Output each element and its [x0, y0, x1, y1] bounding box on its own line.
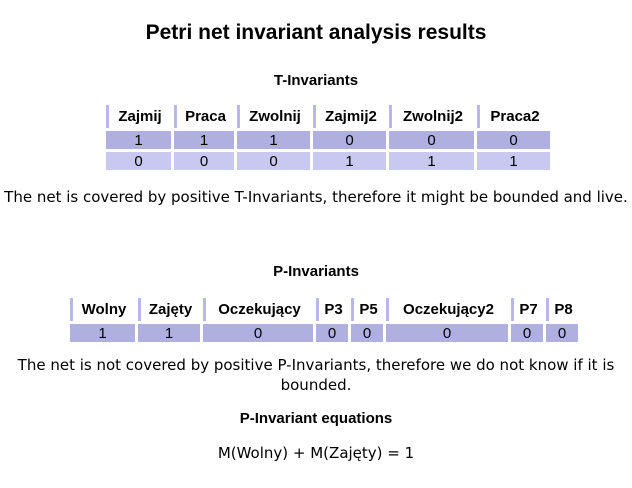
t-invariant-cell: 1	[106, 131, 171, 149]
p-invariant-equation: M(Wolny) + M(Zajęty) = 1	[217, 444, 415, 462]
p-invariant-cell: 0	[386, 324, 508, 342]
t-invariant-cell: 0	[106, 152, 171, 170]
p-col-zajety: Zajęty	[138, 298, 200, 321]
p-col-wolny: Wolny	[70, 298, 135, 321]
p-invariants-heading: P-Invariants	[273, 263, 359, 280]
p-invariant-cell: 0	[351, 324, 383, 342]
t-col-zwolnij2: Zwolnij2	[389, 105, 474, 128]
t-invariant-cell: 1	[174, 131, 234, 149]
page-title: Petri net invariant analysis results	[145, 21, 487, 44]
p-col-oczekujacy: Oczekujący	[203, 298, 313, 321]
p-col-p5: P5	[351, 298, 383, 321]
t-invariant-cell: 0	[389, 131, 474, 149]
t-col-zajmij: Zajmij	[106, 105, 171, 128]
t-invariant-cell: 0	[174, 152, 234, 170]
p-invariant-cell: 0	[316, 324, 348, 342]
p-col-p3: P3	[316, 298, 348, 321]
equations-heading: P-Invariant equations	[239, 410, 393, 427]
t-invariants-header-row: Zajmij Praca Zwolnij Zajmij2 Zwolnij2 Pr…	[106, 105, 550, 128]
p-invariant-cell: 0	[511, 324, 543, 342]
p-invariant-cell: 0	[203, 324, 313, 342]
t-invariant-row: 0 0 0 1 1 1	[106, 152, 550, 170]
p-invariants-table: Wolny Zajęty Oczekujący P3 P5 Oczekujący…	[67, 295, 581, 345]
t-invariant-cell: 0	[237, 152, 310, 170]
t-invariant-cell: 1	[477, 152, 550, 170]
p-invariants-note: The net is not covered by positive P-Inv…	[17, 356, 615, 394]
t-invariant-cell: 0	[313, 131, 386, 149]
p-col-p7: P7	[511, 298, 543, 321]
p-invariant-cell: 0	[546, 324, 578, 342]
p-invariants-header-row: Wolny Zajęty Oczekujący P3 P5 Oczekujący…	[70, 298, 578, 321]
p-invariant-cell: 1	[138, 324, 200, 342]
p-invariant-row: 1 1 0 0 0 0 0 0	[70, 324, 578, 342]
p-invariant-cell: 1	[70, 324, 135, 342]
p-col-oczekujacy2: Oczekujący2	[386, 298, 508, 321]
t-col-zwolnij: Zwolnij	[237, 105, 310, 128]
p-col-p8: P8	[546, 298, 578, 321]
t-invariants-table: Zajmij Praca Zwolnij Zajmij2 Zwolnij2 Pr…	[103, 102, 553, 173]
t-col-praca: Praca	[174, 105, 234, 128]
t-invariants-note: The net is covered by positive T-Invaria…	[4, 188, 628, 206]
t-invariant-cell: 0	[477, 131, 550, 149]
t-invariant-cell: 1	[389, 152, 474, 170]
t-invariant-cell: 1	[313, 152, 386, 170]
t-invariants-heading: T-Invariants	[273, 72, 359, 89]
t-invariant-row: 1 1 1 0 0 0	[106, 131, 550, 149]
t-col-praca2: Praca2	[477, 105, 550, 128]
t-invariant-cell: 1	[237, 131, 310, 149]
t-col-zajmij2: Zajmij2	[313, 105, 386, 128]
